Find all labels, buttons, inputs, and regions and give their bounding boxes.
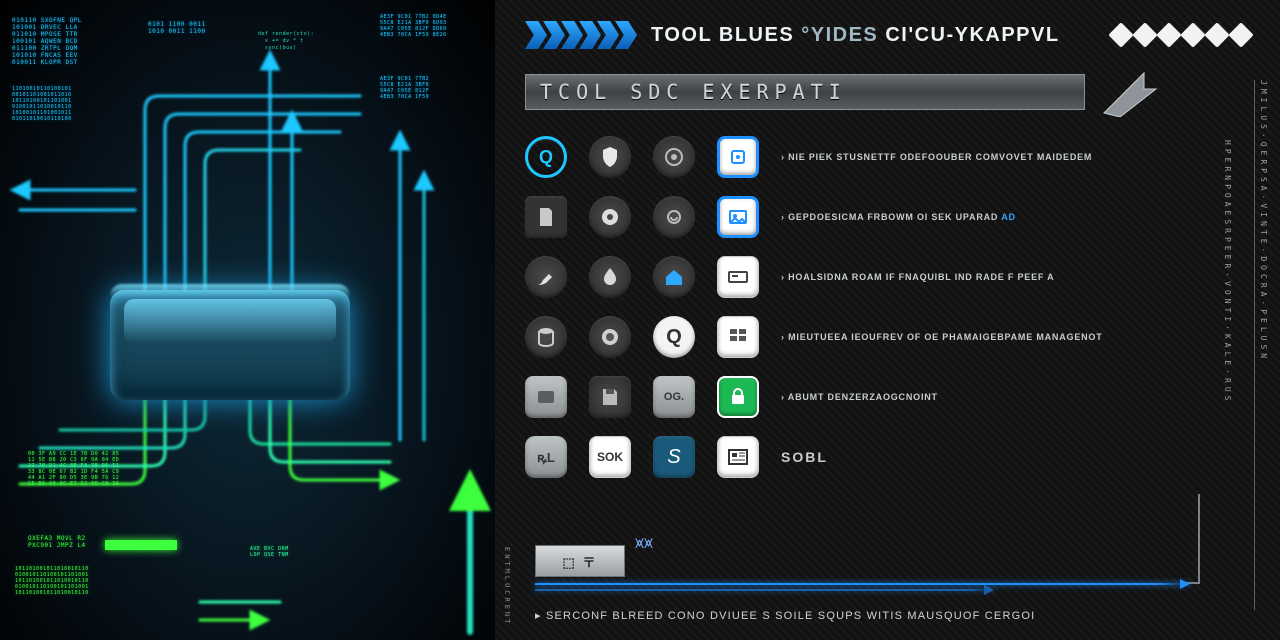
photo-icon[interactable] [717, 196, 759, 238]
mini-box[interactable]: ⬚ 〒 [535, 545, 625, 577]
chip-icon[interactable] [717, 136, 759, 178]
zoom-icon[interactable]: Q [653, 316, 695, 358]
vertical-text-right: JMILUS·QERPSA·VINTE·DOCRA·PELUSN [1254, 80, 1268, 610]
card-icon[interactable] [717, 256, 759, 298]
divider-line [535, 583, 1190, 585]
rl-icon[interactable]: ꝶL [525, 436, 567, 478]
coin-icon[interactable] [589, 316, 631, 358]
sok-icon[interactable]: SOK [589, 436, 631, 478]
drop-icon[interactable] [589, 256, 631, 298]
central-device [110, 290, 350, 400]
row-label: › NIE PIEK STUSNETTF ODEFOOUBER COMVOVET… [781, 152, 1165, 162]
s-icon[interactable]: S [653, 436, 695, 478]
row-label: › GEPDOESICMA FRBOWM OI SEK UPARAD AD [781, 212, 1165, 222]
header-title: TOOL BLUES °YIDES CI'CU-YKAPPVL [651, 24, 1060, 47]
home-icon[interactable] [653, 256, 695, 298]
title-bar: TCOL SDC EXERPATI [525, 74, 1085, 110]
row-label: › MIEUTUEEA IEOUFREV OF OE PHAMAIGEBPAME… [781, 332, 1165, 342]
save-icon[interactable] [589, 376, 631, 418]
row-label: SOBL [781, 449, 1165, 465]
divider-line [535, 589, 994, 591]
chevron-logo [525, 21, 633, 49]
disc-icon[interactable] [589, 196, 631, 238]
cursor-arrow-icon [1100, 69, 1158, 117]
header: TOOL BLUES °YIDES CI'CU-YKAPPVL [525, 18, 1250, 52]
news-icon[interactable] [717, 436, 759, 478]
circuit-visual-panel: 010110 SXOFNE QPL 101001 DRVEC LLA 01101… [0, 0, 495, 640]
waveform-glyph: ⩙⩙ [635, 535, 653, 553]
diamond-decor [1112, 26, 1250, 44]
brush-icon[interactable] [525, 256, 567, 298]
bottom-area: ⬚ 〒 ⩙⩙ ▸ SERCONF BLREED CONO DVIUEE S SO… [535, 545, 1190, 622]
db-icon[interactable] [525, 316, 567, 358]
coil-icon[interactable] [653, 196, 695, 238]
bottom-caption: ▸ SERCONF BLREED CONO DVIUEE S SOILE SQU… [535, 609, 1190, 622]
secure-icon[interactable] [717, 376, 759, 418]
target-icon[interactable] [653, 136, 695, 178]
tool-panel: TOOL BLUES °YIDES CI'CU-YKAPPVL TCOL SDC… [495, 0, 1280, 640]
icon-grid: Q › NIE PIEK STUSNETTF ODEFOOUBER COMVOV… [525, 132, 1165, 482]
shield-icon[interactable] [589, 136, 631, 178]
search-icon[interactable]: Q [525, 136, 567, 178]
vertical-text-right-2: HPERNPOAESRPEER·VONTI·KALE·RUS [1218, 140, 1232, 560]
tag-icon[interactable]: OG. [653, 376, 695, 418]
row-label: › ABUMT DENZERZAOGCNOINT [781, 392, 1165, 402]
row-label: › HOALSIDNA ROAM IF FNAQUIBL IND RADE F … [781, 272, 1165, 282]
vertical-text-left: ENTMLUCRENT [503, 547, 511, 626]
doc-icon[interactable] [525, 196, 567, 238]
grid-icon[interactable] [717, 316, 759, 358]
panel-icon[interactable] [525, 376, 567, 418]
